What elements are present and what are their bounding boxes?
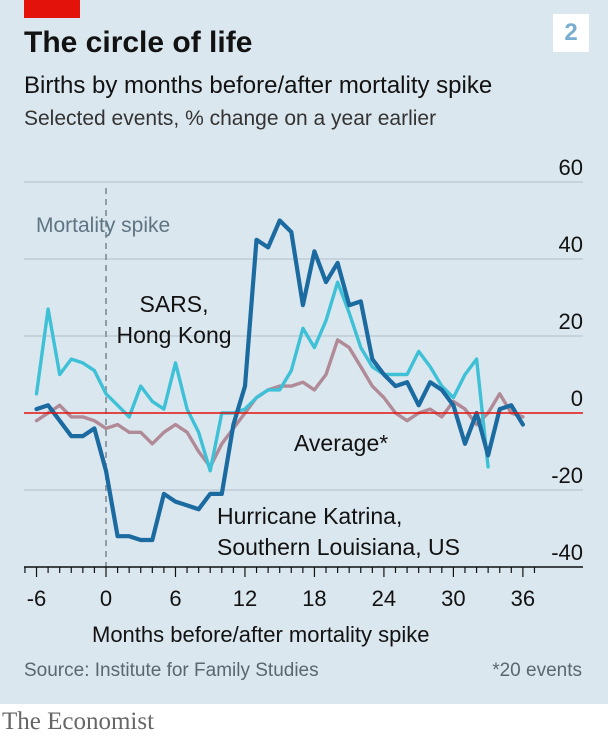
x-axis-title: Months before/after mortality spike bbox=[92, 622, 429, 647]
chart-subtitle: Births by months before/after mortality … bbox=[24, 72, 493, 99]
x-tick-label: 36 bbox=[511, 586, 535, 611]
chart-number-badge: 2 bbox=[553, 14, 589, 52]
sars-hong-kong-line bbox=[34, 280, 490, 473]
chart-description: Selected events, % change on a year earl… bbox=[24, 107, 437, 130]
x-tick-label: 18 bbox=[302, 586, 326, 611]
y-tick-label: 60 bbox=[559, 155, 583, 180]
brand-red-tag bbox=[24, 0, 80, 18]
y-tick-label: 20 bbox=[559, 309, 583, 334]
average-label: Average* bbox=[294, 430, 388, 456]
x-tick-label: 24 bbox=[372, 586, 396, 611]
hurricane-katrina-line bbox=[34, 218, 526, 543]
y-tick-label: -20 bbox=[551, 463, 583, 488]
x-tick-label: -6 bbox=[27, 586, 47, 611]
footnote: *20 events bbox=[492, 660, 582, 681]
sars-label: Hong Kong bbox=[116, 322, 231, 348]
katrina-label: Southern Louisiana, US bbox=[217, 534, 460, 560]
source-note: Source: Institute for Family Studies bbox=[24, 660, 319, 681]
average-line bbox=[34, 338, 525, 469]
chart-title: The circle of life bbox=[24, 26, 253, 59]
chart-panel bbox=[0, 0, 608, 704]
y-tick-label: 0 bbox=[571, 386, 583, 411]
y-tick-label: 40 bbox=[559, 232, 583, 257]
sars-label: SARS, bbox=[139, 291, 208, 317]
mortality-spike-label: Mortality spike bbox=[36, 214, 170, 237]
publisher-logo: The Economist bbox=[2, 708, 155, 735]
line-chart: -40 -20 0 20 40 60 Mortality spike -6 0 6 12 18 24 30… bbox=[24, 155, 583, 647]
x-tick-label: 0 bbox=[100, 586, 112, 611]
y-tick-label: -40 bbox=[551, 540, 583, 565]
katrina-label: Hurricane Katrina, bbox=[217, 503, 402, 529]
x-tick-label: 30 bbox=[441, 586, 465, 611]
x-tick-label: 12 bbox=[233, 586, 257, 611]
x-tick-label: 6 bbox=[169, 586, 181, 611]
